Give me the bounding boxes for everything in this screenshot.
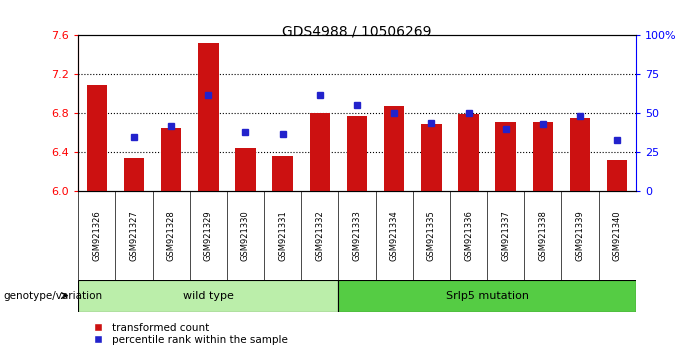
Bar [496,122,516,191]
Bar [273,156,293,191]
Legend: transformed count, percentile rank within the sample: transformed count, percentile rank withi… [84,318,292,349]
Text: GSM921331: GSM921331 [278,210,287,261]
Bar [347,116,367,191]
Text: GSM921340: GSM921340 [613,210,622,261]
Bar [532,122,553,191]
Text: GSM921337: GSM921337 [501,210,510,261]
Text: GSM921328: GSM921328 [167,210,175,261]
Bar [309,113,330,191]
Bar [198,43,218,191]
Text: GSM921334: GSM921334 [390,210,398,261]
Text: wild type: wild type [183,291,234,301]
Bar [161,128,182,191]
Text: GSM921327: GSM921327 [129,210,139,261]
Bar [607,160,628,191]
Bar [570,118,590,191]
Text: GSM921330: GSM921330 [241,210,250,261]
Bar [421,124,441,191]
Bar [124,158,144,191]
Text: GSM921332: GSM921332 [316,210,324,261]
Text: GSM921336: GSM921336 [464,210,473,261]
Text: Srlp5 mutation: Srlp5 mutation [445,291,528,301]
Text: GSM921338: GSM921338 [539,210,547,261]
Text: genotype/variation: genotype/variation [3,291,103,301]
Bar [235,148,256,191]
Bar [339,280,636,312]
Text: GSM921339: GSM921339 [575,210,585,261]
Bar [86,85,107,191]
Bar [78,280,339,312]
Bar [458,114,479,191]
Text: GSM921326: GSM921326 [92,210,101,261]
Bar [384,107,405,191]
Text: GSM921333: GSM921333 [352,210,362,261]
Text: GSM921329: GSM921329 [204,210,213,261]
Text: GSM921335: GSM921335 [427,210,436,261]
Text: GDS4988 / 10506269: GDS4988 / 10506269 [282,25,432,39]
